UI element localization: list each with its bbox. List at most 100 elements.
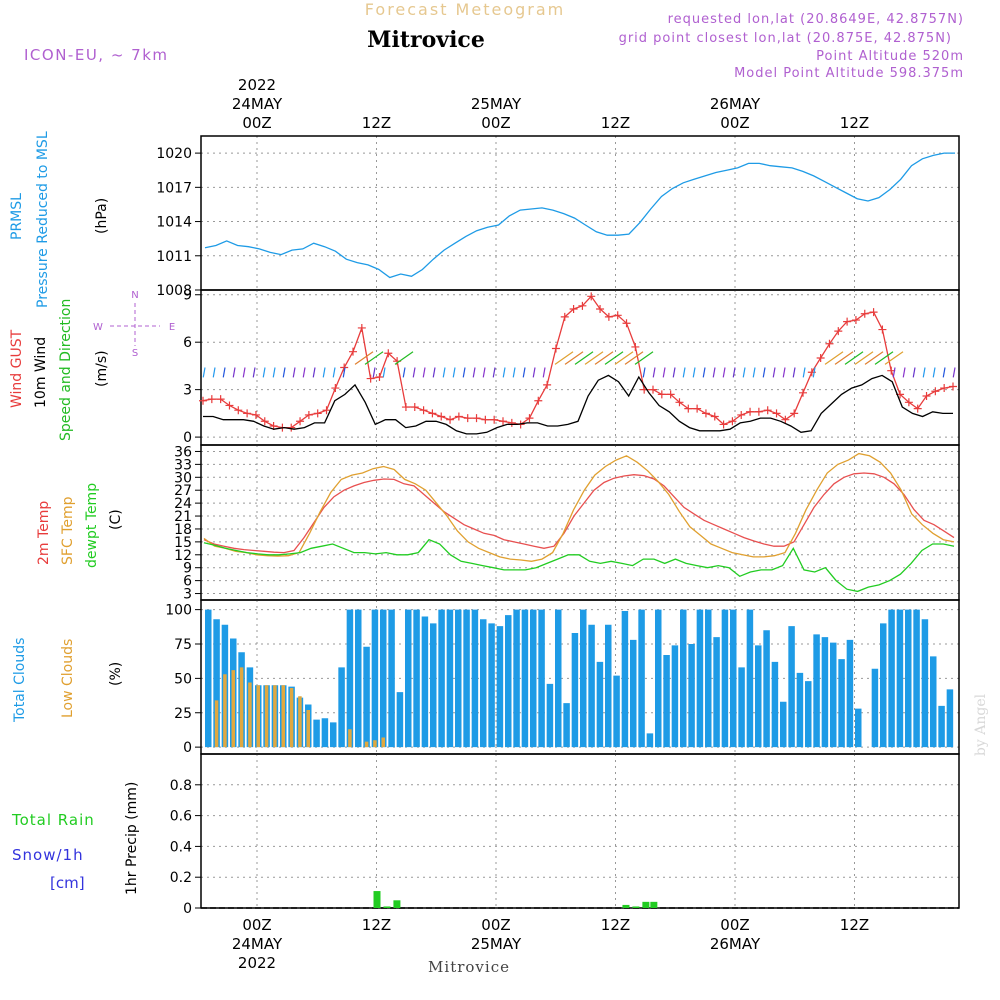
low-cloud-bar [231, 670, 235, 748]
y-tick-label: 0.6 [170, 809, 192, 825]
total-cloud-bar [713, 637, 720, 748]
direction-arrow [332, 367, 336, 378]
direction-arrow [834, 351, 854, 365]
direction-arrow [772, 367, 776, 378]
direction-arrow [952, 367, 956, 378]
time-label: 00Z [720, 916, 749, 934]
precip-unit: 1hr Precip (mm) [124, 782, 140, 895]
pressure-label-1: PRMSL [9, 193, 25, 240]
total-cloud-bar [321, 718, 329, 748]
gust-marker [799, 388, 807, 397]
direction-arrow [502, 367, 506, 378]
temp2m-line [203, 472, 955, 554]
gust-marker [287, 423, 296, 432]
direction-arrow [472, 367, 476, 378]
time-label: 00Z [481, 916, 510, 934]
total-cloud-bar [446, 609, 454, 748]
time-label: 00Z [720, 114, 749, 132]
gust-marker [878, 325, 887, 334]
y-tick-label: 12 [174, 548, 192, 564]
gust-marker [781, 415, 790, 424]
total-cloud-bar [613, 675, 620, 748]
y-tick-label: 0 [183, 430, 192, 446]
total-cloud-bar [763, 630, 770, 748]
total-cloud-bar [838, 659, 845, 748]
gust-marker [631, 342, 640, 351]
direction-arrow [482, 367, 486, 378]
gust-marker [207, 395, 216, 404]
y-tick-label: 3 [183, 383, 192, 399]
compass-s: S [132, 348, 138, 359]
gust-marker [260, 417, 269, 426]
direction-label: Speed and Direction [58, 299, 74, 441]
rain-bar [632, 906, 640, 908]
direction-arrow [532, 367, 536, 378]
total-cloud-bar [338, 667, 345, 748]
gust-marker [304, 410, 313, 419]
gust-marker [746, 407, 755, 416]
direction-arrow [394, 351, 414, 365]
time-label: 12Z [601, 916, 630, 934]
gust-marker [481, 415, 490, 424]
direction-arrow [594, 351, 614, 365]
gust-marker [454, 412, 463, 421]
direction-arrow [522, 367, 526, 378]
time-label: 12Z [840, 114, 869, 132]
time-label: 12Z [362, 114, 391, 132]
gust-marker [578, 301, 587, 310]
y-tick-label: 24 [174, 496, 192, 512]
total-cloud-bar [721, 609, 729, 748]
direction-arrow [422, 367, 426, 378]
direction-arrow [702, 367, 706, 378]
model-altitude: Model Point Altitude 598.375m [734, 66, 964, 81]
rain-label: Total Rain [11, 811, 95, 829]
gust-marker [834, 327, 843, 336]
time-label: 00Z [242, 114, 271, 132]
direction-arrow [692, 367, 696, 378]
total-cloud-bar [421, 616, 429, 748]
low-cloud-bar [281, 685, 285, 748]
total-cloud-bar [855, 708, 862, 748]
y-tick-label: 0.8 [170, 778, 192, 794]
total-cloud-bar [755, 645, 762, 748]
direction-arrow [812, 367, 816, 378]
gust-marker [772, 409, 781, 418]
gust-line [202, 295, 954, 429]
temp-unit: (C) [108, 509, 124, 530]
direction-arrow [202, 367, 206, 378]
gust-marker [719, 420, 728, 429]
time-label: 25MAY [471, 95, 522, 113]
total-cloud-bar [463, 609, 470, 748]
total-cloud-bar [680, 609, 687, 748]
direction-arrow [752, 367, 756, 378]
total-cloud-bar [213, 619, 220, 748]
total-cloud-bar [655, 609, 662, 748]
gust-marker [684, 404, 693, 413]
direction-arrow [884, 351, 904, 365]
rain-bar [383, 906, 391, 908]
gust-marker [816, 354, 825, 363]
direction-arrow [364, 351, 384, 365]
gust-marker [225, 401, 234, 410]
total-cloud-bar [371, 609, 379, 748]
time-label: 00Z [481, 114, 510, 132]
gust-marker [922, 391, 931, 400]
low-cloud-bar [248, 682, 252, 748]
direction-arrow [512, 367, 516, 378]
direction-arrow [252, 367, 256, 378]
direction-arrow [864, 351, 884, 365]
direction-arrow [232, 367, 236, 378]
gust-marker [419, 406, 428, 415]
gust-marker [604, 312, 613, 321]
y-tick-label: 1014 [156, 215, 192, 231]
low-cloud-bar [298, 696, 302, 748]
y-tick-label: 100 [165, 603, 192, 619]
gust-marker [410, 403, 419, 412]
direction-arrow [402, 367, 406, 378]
gust-marker [728, 417, 737, 426]
direction-arrow [564, 351, 584, 365]
total-cloud-bar [646, 733, 654, 748]
dewpt-label: dewpt Temp [84, 483, 100, 568]
gust-marker [904, 398, 913, 407]
